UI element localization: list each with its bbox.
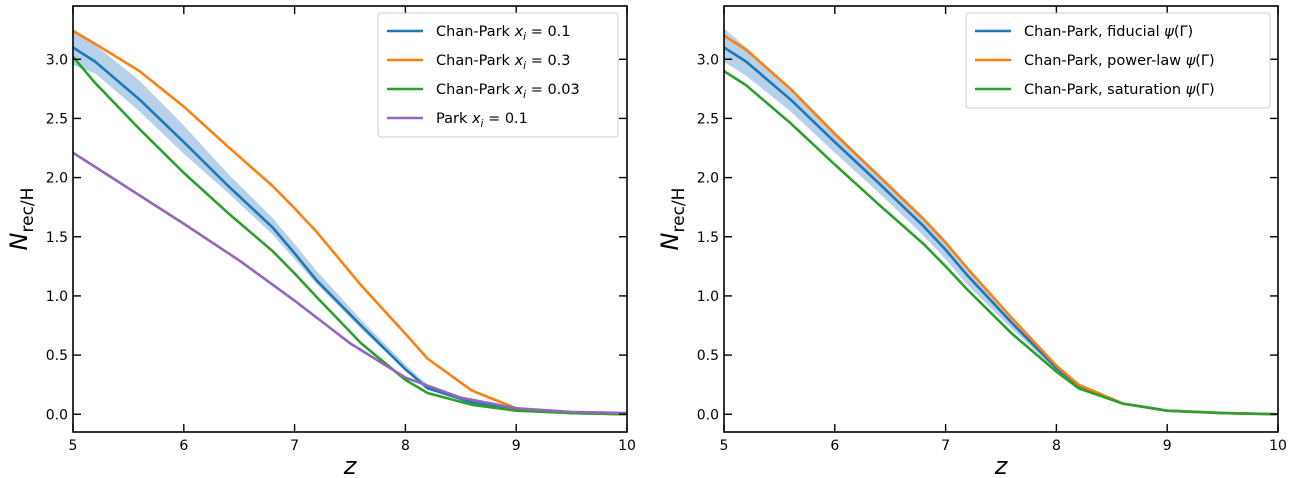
series-line-4 — [73, 151, 627, 415]
legend-label-1: Chan-Park xi = 0.1 — [436, 24, 571, 43]
series-line-3 — [724, 69, 1278, 416]
x-tick-label: 8 — [1052, 438, 1061, 454]
x-tick-label: 10 — [1269, 438, 1287, 454]
legend-label-1: Chan-Park, fiducial ψ(Γ) — [1024, 24, 1193, 40]
x-tick-label: 5 — [69, 438, 78, 454]
x-tick-label: 7 — [290, 438, 299, 454]
y-tick-label: 2.5 — [697, 111, 719, 127]
x-tick-label: 5 — [720, 438, 729, 454]
legend-label-3: Chan-Park xi = 0.03 — [436, 82, 580, 101]
x-tick-label: 6 — [179, 438, 188, 454]
x-tick-label: 8 — [401, 438, 410, 454]
y-tick-label: 2.0 — [697, 171, 719, 187]
x-tick-label: 6 — [830, 438, 839, 454]
x-tick-label: 10 — [618, 438, 636, 454]
y-tick-label: 1.5 — [46, 230, 68, 246]
x-axis-label: z — [994, 452, 1009, 478]
x-tick-label: 9 — [512, 438, 521, 454]
legend-label-2: Chan-Park xi = 0.3 — [436, 53, 571, 72]
y-axis-label: Nrec/H — [5, 188, 38, 251]
legend: Chan-Park, fiducial ψ(Γ) Chan-Park, power… — [965, 12, 1271, 109]
y-tick-label: 1.5 — [697, 230, 719, 246]
y-tick-label: 2.5 — [46, 111, 68, 127]
x-tick-label: 9 — [1163, 438, 1172, 454]
x-axis-label: z — [343, 452, 358, 478]
y-tick-label: 0.0 — [46, 407, 68, 423]
legend-label-3: Chan-Park, saturation ψ(Γ) — [1024, 82, 1215, 98]
x-tick-label: 7 — [941, 438, 950, 454]
legend-label-4: Park xi = 0.1 — [436, 111, 528, 130]
y-tick-label: 0.5 — [697, 348, 719, 364]
series-line-1 — [73, 46, 627, 416]
chart-panel-1: 5 6 7 8 9 10 0.0 0.5 1.0 1.5 2.0 2.5 3.0 z Nrec/H Chan-… — [5, 5, 636, 478]
y-tick-label: 0.0 — [697, 407, 719, 423]
chart-panel-2: 5 6 7 8 9 10 0.0 0.5 1.0 1.5 2.0 2.5 3.0 z Nrec/H Chan-… — [656, 5, 1287, 478]
y-tick-label: 1.0 — [697, 289, 719, 305]
series-line-3 — [73, 56, 627, 416]
legend-box — [377, 12, 619, 138]
y-tick-label: 1.0 — [46, 289, 68, 305]
plot-frame — [72, 5, 628, 433]
y-axis-label: Nrec/H — [656, 188, 689, 251]
plot-frame — [723, 5, 1279, 433]
legend-box — [965, 12, 1271, 109]
y-tick-label: 3.0 — [46, 52, 68, 68]
legend: Chan-Park xi = 0.1 Chan-Park xi = 0.3 Chan… — [377, 12, 619, 138]
y-tick-label: 2.0 — [46, 171, 68, 187]
y-tick-label: 0.5 — [46, 348, 68, 364]
series-line-2 — [73, 29, 627, 416]
legend-label-2: Chan-Park, power-law ψ(Γ) — [1024, 53, 1215, 69]
y-tick-label: 3.0 — [697, 52, 719, 68]
